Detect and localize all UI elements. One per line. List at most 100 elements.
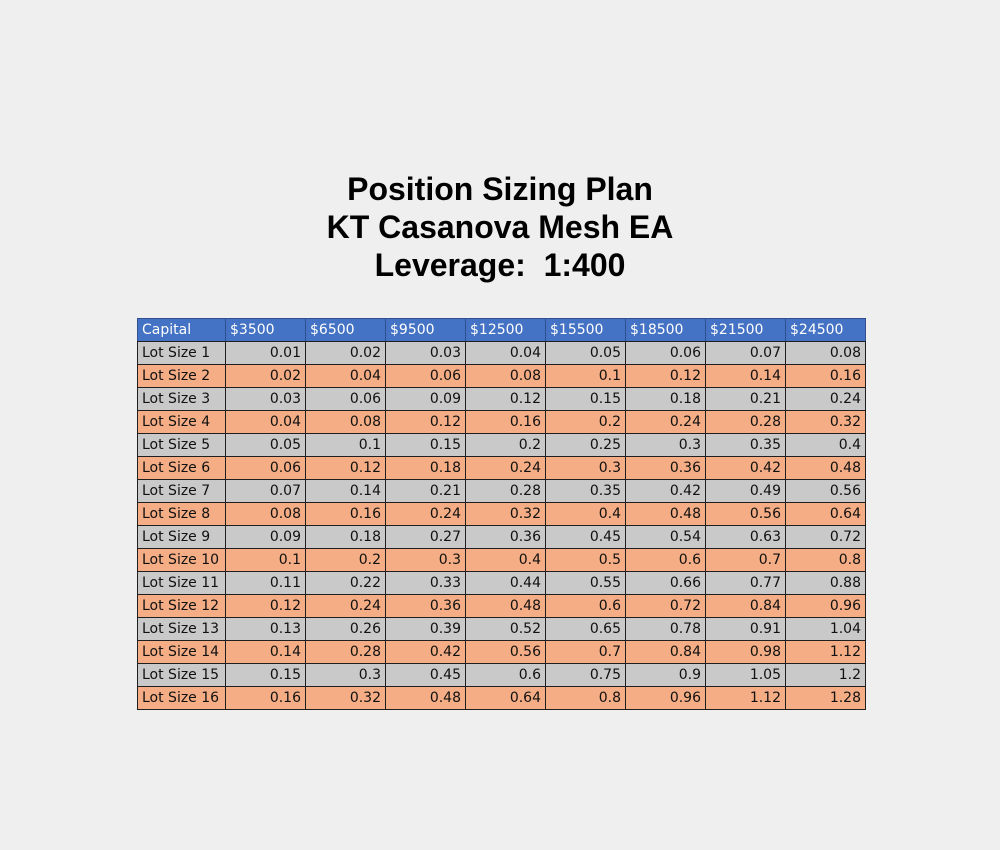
- header-capital-col-5: $15500: [545, 318, 626, 342]
- lot-size-cell: 0.12: [385, 410, 466, 434]
- lot-size-cell: 0.1: [545, 364, 626, 388]
- lot-size-cell: 1.12: [785, 640, 866, 664]
- table-row: Lot Size 11 0.11 0.22 0.33 0.44 0.55 0.66 0.77 0…: [137, 571, 866, 595]
- lot-size-cell: 0.24: [625, 410, 706, 434]
- lot-size-cell: 0.3: [545, 456, 626, 480]
- lot-size-cell: 0.78: [625, 617, 706, 641]
- lot-size-cell: 0.42: [625, 479, 706, 503]
- lot-size-cell: 0.48: [785, 456, 866, 480]
- lot-size-cell: 0.49: [705, 479, 786, 503]
- lot-size-cell: 0.14: [705, 364, 786, 388]
- lot-size-cell: 1.12: [705, 686, 786, 710]
- lot-size-cell: 0.8: [545, 686, 626, 710]
- row-label: Lot Size 9: [137, 525, 226, 549]
- lot-size-cell: 0.16: [225, 686, 306, 710]
- table-row: Lot Size 4 0.04 0.08 0.12 0.16 0.2 0.24 0.28 0.3…: [137, 410, 866, 434]
- lot-size-cell: 0.21: [385, 479, 466, 503]
- lot-size-cell: 0.15: [545, 387, 626, 411]
- lot-size-cell: 0.28: [465, 479, 546, 503]
- lot-size-cell: 0.7: [705, 548, 786, 572]
- lot-size-cell: 0.42: [385, 640, 466, 664]
- lot-size-cell: 0.63: [705, 525, 786, 549]
- lot-size-cell: 0.08: [785, 341, 866, 365]
- lot-size-cell: 0.4: [785, 433, 866, 457]
- title-line-1: Position Sizing Plan: [347, 171, 653, 207]
- table-row: Lot Size 15 0.15 0.3 0.45 0.6 0.75 0.9 1.05 1.2: [137, 663, 866, 687]
- lot-size-cell: 0.45: [385, 663, 466, 687]
- lot-size-cell: 0.14: [305, 479, 386, 503]
- lot-size-cell: 0.08: [465, 364, 546, 388]
- lot-size-cell: 0.7: [545, 640, 626, 664]
- lot-size-cell: 0.35: [705, 433, 786, 457]
- lot-size-cell: 0.14: [225, 640, 306, 664]
- lot-size-cell: 0.12: [305, 456, 386, 480]
- header-capital-col-8: $24500: [785, 318, 866, 342]
- lot-size-cell: 0.84: [625, 640, 706, 664]
- header-capital-col-7: $21500: [705, 318, 786, 342]
- lot-size-cell: 0.4: [545, 502, 626, 526]
- row-label: Lot Size 15: [137, 663, 226, 687]
- table-row: Lot Size 12 0.12 0.24 0.36 0.48 0.6 0.72 0.84 0.…: [137, 594, 866, 618]
- lot-size-cell: 0.2: [305, 548, 386, 572]
- header-capital-col-6: $18500: [625, 318, 706, 342]
- lot-size-cell: 0.72: [785, 525, 866, 549]
- lot-size-cell: 0.48: [385, 686, 466, 710]
- lot-size-cell: 0.36: [625, 456, 706, 480]
- lot-size-cell: 0.18: [385, 456, 466, 480]
- lot-size-cell: 0.03: [225, 387, 306, 411]
- table-row: Lot Size 1 0.01 0.02 0.03 0.04 0.05 0.06 0.07 0.…: [137, 341, 866, 365]
- lot-size-cell: 0.42: [705, 456, 786, 480]
- lot-size-cell: 0.3: [305, 663, 386, 687]
- lot-size-cell: 0.11: [225, 571, 306, 595]
- lot-size-cell: 0.48: [625, 502, 706, 526]
- table-row: Lot Size 13 0.13 0.26 0.39 0.52 0.65 0.78 0.91 1…: [137, 617, 866, 641]
- position-sizing-table: Capital $3500 $6500 $9500 $12500 $15500 …: [137, 318, 866, 710]
- header-row: Capital $3500 $6500 $9500 $12500 $15500 …: [137, 318, 866, 342]
- lot-size-cell: 0.02: [225, 364, 306, 388]
- lot-size-cell: 0.15: [385, 433, 466, 457]
- table-row: Lot Size 9 0.09 0.18 0.27 0.36 0.45 0.54 0.63 0.…: [137, 525, 866, 549]
- table-row: Lot Size 16 0.16 0.32 0.48 0.64 0.8 0.96 1.12 1.…: [137, 686, 866, 710]
- lot-size-cell: 0.07: [225, 479, 306, 503]
- row-label: Lot Size 3: [137, 387, 226, 411]
- lot-size-cell: 0.1: [225, 548, 306, 572]
- header-capital-label: Capital: [137, 318, 226, 342]
- lot-size-cell: 0.35: [545, 479, 626, 503]
- lot-size-cell: 0.15: [225, 663, 306, 687]
- lot-size-cell: 0.9: [625, 663, 706, 687]
- table-row: Lot Size 2 0.02 0.04 0.06 0.08 0.1 0.12 0.14 0.1…: [137, 364, 866, 388]
- lot-size-cell: 0.12: [225, 594, 306, 618]
- lot-size-cell: 0.6: [545, 594, 626, 618]
- lot-size-cell: 0.8: [785, 548, 866, 572]
- lot-size-cell: 0.04: [465, 341, 546, 365]
- lot-size-cell: 0.09: [225, 525, 306, 549]
- lot-size-cell: 0.07: [705, 341, 786, 365]
- lot-size-cell: 0.05: [225, 433, 306, 457]
- row-label: Lot Size 2: [137, 364, 226, 388]
- lot-size-cell: 0.4: [465, 548, 546, 572]
- title-block: Position Sizing Plan KT Casanova Mesh EA…: [0, 170, 1000, 284]
- lot-size-cell: 0.75: [545, 663, 626, 687]
- lot-size-cell: 0.32: [465, 502, 546, 526]
- lot-size-cell: 1.28: [785, 686, 866, 710]
- lot-size-cell: 0.56: [705, 502, 786, 526]
- lot-size-cell: 0.72: [625, 594, 706, 618]
- lot-size-cell: 0.24: [305, 594, 386, 618]
- lot-size-cell: 0.3: [625, 433, 706, 457]
- lot-size-cell: 0.45: [545, 525, 626, 549]
- row-label: Lot Size 13: [137, 617, 226, 641]
- lot-size-cell: 0.88: [785, 571, 866, 595]
- table-body: Lot Size 1 0.01 0.02 0.03 0.04 0.05 0.06 0.07 0.…: [137, 341, 866, 710]
- lot-size-cell: 0.24: [385, 502, 466, 526]
- table-row: Lot Size 3 0.03 0.06 0.09 0.12 0.15 0.18 0.21 0.…: [137, 387, 866, 411]
- lot-size-cell: 0.55: [545, 571, 626, 595]
- header-capital-col-1: $3500: [225, 318, 306, 342]
- lot-size-cell: 0.6: [465, 663, 546, 687]
- lot-size-cell: 1.2: [785, 663, 866, 687]
- lot-size-cell: 0.02: [305, 341, 386, 365]
- title-line-3: Leverage: 1:400: [374, 247, 626, 283]
- lot-size-cell: 0.98: [705, 640, 786, 664]
- row-label: Lot Size 12: [137, 594, 226, 618]
- lot-size-cell: 0.08: [305, 410, 386, 434]
- lot-size-cell: 0.22: [305, 571, 386, 595]
